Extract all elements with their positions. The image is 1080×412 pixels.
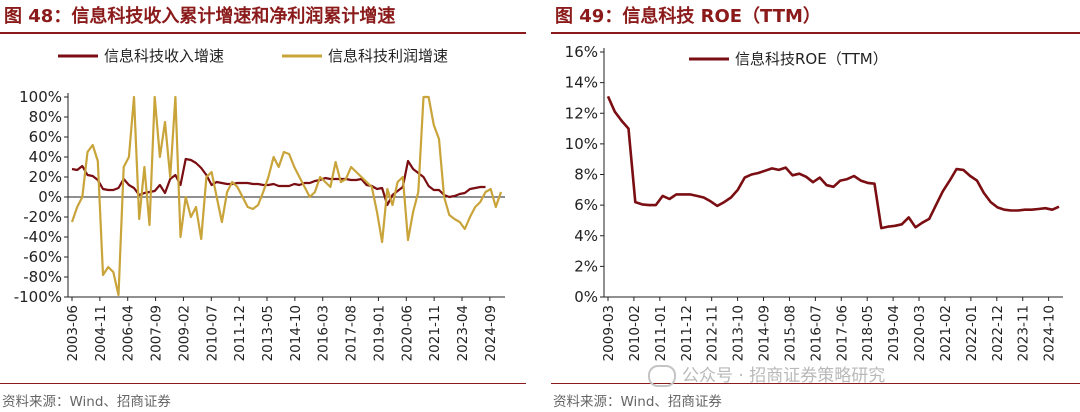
right-source-note: 资料来源：Wind、招商证券 — [553, 394, 722, 410]
y-tick-label: 10% — [565, 135, 598, 153]
x-tick-label: 2011-01 — [653, 305, 669, 361]
x-tick-label: 2014-09 — [757, 305, 773, 361]
y-tick-label: 2% — [574, 257, 598, 275]
y-tick-label: 0% — [38, 188, 62, 206]
y-tick-label: 0% — [574, 288, 598, 306]
legend-label-1: 信息科技收入增速 — [104, 47, 224, 65]
x-tick-label: 2016-03 — [316, 305, 332, 361]
x-tick-label: 2018-05 — [860, 305, 876, 361]
legend-label-2: 信息科技利润增速 — [328, 47, 448, 65]
left-chart-panel: 图 48：信息科技收入累计增速和净利润累计增速 -100% -80% -60% -40… — [0, 0, 526, 412]
watermark: 公众号 · 招商证券策略研究 — [648, 361, 885, 387]
x-tick-label: 2022-12 — [990, 305, 1006, 361]
y-tick-label: -20% — [23, 208, 62, 226]
x-tick-label: 2017-08 — [344, 305, 360, 361]
x-tick-label: 2019-01 — [371, 305, 387, 361]
y-tick-label: -60% — [23, 248, 62, 266]
x-tick-label: 2009-02 — [176, 305, 192, 361]
x-tick-label: 2010-07 — [204, 305, 220, 361]
x-tick-label: 2011-12 — [232, 305, 248, 361]
legend-label-1: 信息科技ROE（TTM） — [735, 50, 888, 68]
x-tick-label: 2017-06 — [834, 305, 850, 361]
left-bottom-rule — [0, 383, 526, 384]
y-tick-label: -80% — [23, 268, 62, 286]
x-tick-label: 2021-11 — [427, 305, 443, 361]
right-chart-plot: 0% 2% 4% 6% 8% 10% 12% 14% 16% 2009-03 2010-02 2011… — [565, 43, 1063, 361]
x-tick-label: 2010-02 — [627, 305, 643, 361]
right-title-rule — [551, 32, 1080, 34]
x-tick-label: 2024-09 — [483, 305, 499, 361]
x-tick-label: 2023-11 — [1016, 305, 1032, 361]
x-tick-label: 2009-03 — [601, 305, 617, 361]
x-tick-label: 2003-06 — [65, 305, 81, 361]
left-chart-title: 图 48：信息科技收入累计增速和净利润累计增速 — [4, 6, 396, 27]
left-source-note: 资料来源：Wind、招商证券 — [2, 394, 171, 410]
y-tick-label: 60% — [29, 128, 62, 146]
x-tick-label: 2023-04 — [455, 305, 471, 361]
x-tick-label: 2020-06 — [399, 305, 415, 361]
x-tick-label: 2021-02 — [938, 305, 954, 361]
y-tick-label: 6% — [574, 196, 598, 214]
left-title-rule — [0, 32, 526, 34]
y-tick-label: 8% — [574, 166, 598, 184]
x-tick-label: 2013-05 — [260, 305, 276, 361]
y-tick-label: 12% — [565, 104, 598, 122]
y-tick-label: 16% — [565, 43, 598, 61]
x-tick-label: 2016-07 — [808, 305, 824, 361]
left-chart-plot: -100% -80% -60% -40% -20% 0% 20% 40% 60% 80% 100% 2… — [14, 47, 505, 361]
x-tick-label: 2019-04 — [886, 305, 902, 361]
x-tick-label: 2020-03 — [912, 305, 928, 361]
x-tick-label: 2015-08 — [782, 305, 798, 361]
wechat-icon — [648, 365, 676, 387]
y-tick-label: -100% — [14, 288, 62, 306]
y-tick-label: 4% — [574, 227, 598, 245]
y-tick-label: 80% — [29, 108, 62, 126]
right-bottom-rule — [551, 383, 1080, 384]
x-tick-label: 2014-10 — [288, 305, 304, 361]
x-tick-label: 2013-10 — [731, 305, 747, 361]
x-tick-label: 2022-01 — [964, 305, 980, 361]
y-tick-label: 40% — [29, 148, 62, 166]
x-tick-label: 2004-11 — [93, 305, 109, 361]
x-tick-label: 2007-09 — [149, 305, 165, 361]
y-tick-label: 14% — [565, 74, 598, 92]
watermark-text: 公众号 · 招商证券策略研究 — [682, 366, 886, 386]
x-tick-label: 2006-04 — [121, 305, 137, 361]
series-line-2 — [70, 95, 503, 297]
y-tick-label: 100% — [19, 88, 62, 106]
y-tick-label: 20% — [29, 168, 62, 186]
y-tick-label: -40% — [23, 228, 62, 246]
right-chart-panel: 图 49：信息科技 ROE（TTM） 0% 2% 4% 6% 8% 10% 12% 14% 16… — [551, 0, 1080, 412]
x-tick-label: 2012-11 — [705, 305, 721, 361]
series-line-1 — [606, 95, 1060, 230]
x-tick-label: 2024-10 — [1042, 305, 1058, 361]
right-chart-title: 图 49：信息科技 ROE（TTM） — [555, 6, 821, 27]
x-tick-label: 2011-12 — [679, 305, 695, 361]
